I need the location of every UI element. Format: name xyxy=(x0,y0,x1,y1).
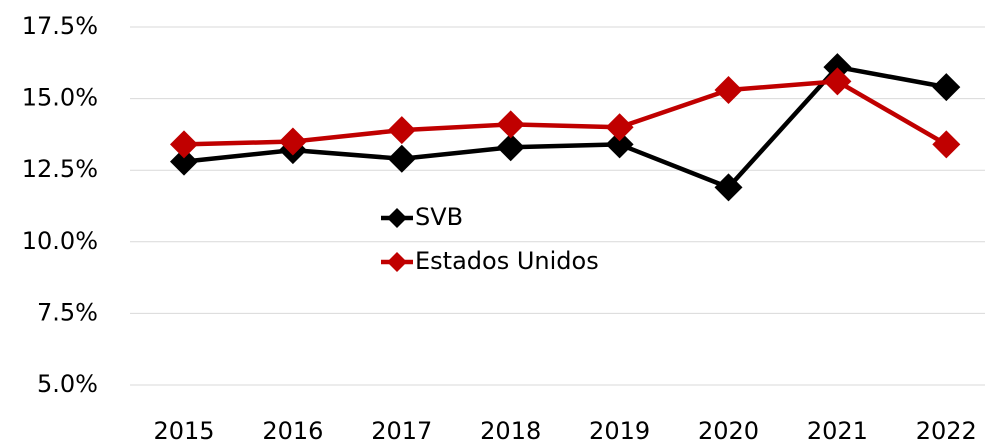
y-tick-label: 7.5% xyxy=(37,298,98,326)
x-tick-label: 2021 xyxy=(807,417,868,445)
point-marker xyxy=(932,73,961,102)
point-marker xyxy=(714,173,743,202)
y-tick-label: 15.0% xyxy=(22,84,98,112)
point-marker xyxy=(387,116,416,145)
point-marker xyxy=(496,133,525,162)
point-marker xyxy=(823,53,852,82)
point-marker xyxy=(170,147,198,176)
point-marker xyxy=(714,76,743,105)
legend-marker xyxy=(387,252,407,272)
point-marker xyxy=(605,113,634,142)
point-marker xyxy=(496,110,525,139)
x-tick-label: 2018 xyxy=(480,417,541,445)
x-tick-label: 2015 xyxy=(153,417,214,445)
x-tick-label: 2017 xyxy=(371,417,432,445)
y-tick-label: 17.5% xyxy=(22,12,98,40)
legend-marker xyxy=(387,208,407,228)
point-marker xyxy=(932,130,961,159)
x-tick-label: 2022 xyxy=(916,417,977,445)
x-tick-label: 2020 xyxy=(698,417,759,445)
point-marker xyxy=(170,130,198,159)
legend-label: Estados Unidos xyxy=(415,247,599,275)
series-line xyxy=(183,64,947,190)
y-tick-label: 12.5% xyxy=(22,155,98,183)
point-marker xyxy=(823,67,852,96)
x-tick-label: 2016 xyxy=(262,417,323,445)
legend-label: SVB xyxy=(415,203,463,231)
point-marker xyxy=(605,130,634,159)
point-marker xyxy=(278,127,307,156)
y-tick-label: 5.0% xyxy=(37,370,98,398)
x-tick-label: 2019 xyxy=(589,417,650,445)
series-line xyxy=(183,79,948,147)
y-tick-label: 10.0% xyxy=(22,227,98,255)
point-marker xyxy=(387,144,416,173)
